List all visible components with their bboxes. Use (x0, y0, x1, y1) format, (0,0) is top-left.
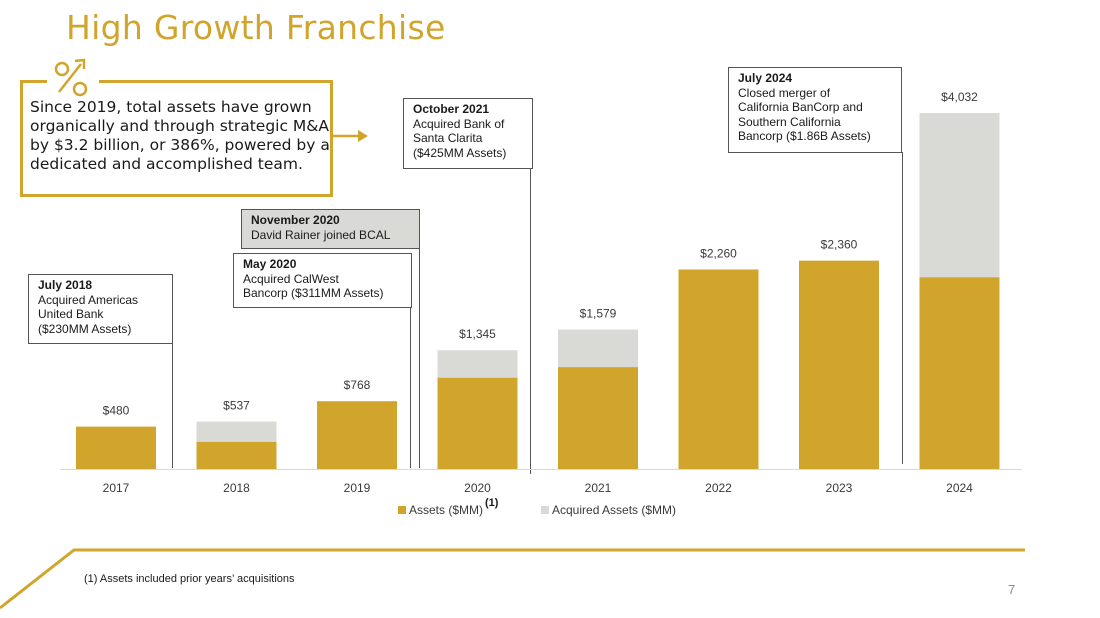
bar-assets-2019 (317, 401, 397, 469)
annotation-line: Bancorp ($311MM Assets) (243, 286, 384, 300)
arrow-right-icon (333, 126, 369, 151)
bar-assets-2018 (196, 441, 277, 469)
annotation-november-2020: November 2020 David Rainer joined BCAL (241, 209, 420, 249)
data-label-2022: $2,260 (700, 246, 737, 260)
legend-swatch (541, 506, 549, 514)
annotation-line: Santa Clarita (413, 131, 483, 145)
annotation-may-2020: May 2020 Acquired CalWest Bancorp ($311M… (233, 253, 412, 308)
x-tick-label-2023: 2023 (826, 481, 853, 495)
bar-assets-2023 (799, 260, 879, 469)
bar-acquired-2024 (919, 113, 1000, 278)
legend-item-assets: Assets ($MM) (398, 503, 483, 517)
connector-line (419, 249, 420, 468)
percent-growth-icon (47, 56, 99, 100)
legend-label: Acquired Assets ($MM) (552, 503, 677, 517)
callout-text: Since 2019, total assets have grown orga… (30, 98, 330, 173)
legend-item-acquired: Acquired Assets ($MM) (541, 503, 676, 517)
bar-assets-2020 (437, 377, 518, 469)
data-label-2020: $1,345 (459, 327, 496, 341)
data-label-2017: $480 (103, 404, 130, 418)
annotation-heading: October 2021 (413, 102, 490, 116)
annotation-line: Acquired Bank of (413, 116, 505, 131)
connector-line (410, 306, 411, 468)
annotation-july-2018: July 2018 Acquired Americas United Bank … (28, 274, 173, 344)
x-tick-label-2017: 2017 (103, 481, 130, 495)
annotation-heading: November 2020 (251, 213, 340, 227)
annotation-line: United Bank (38, 307, 104, 321)
x-tick-label-2024: 2024 (946, 481, 973, 495)
annotation-line: California BanCorp and (738, 100, 863, 114)
footer-rule (0, 548, 1025, 610)
data-label-2021: $1,579 (580, 307, 617, 321)
bar-assets-2017 (76, 426, 156, 469)
bar-acquired-2021 (558, 329, 638, 368)
annotation-line: ($230MM Assets) (38, 321, 132, 336)
legend-footnote-ref: (1) (485, 497, 499, 509)
x-tick-label-2021: 2021 (585, 481, 612, 495)
bar-assets-2021 (558, 367, 638, 469)
annotation-october-2021: October 2021 Acquired Bank of Santa Clar… (403, 98, 533, 169)
legend-swatch (398, 506, 406, 514)
page-number: 7 (1008, 582, 1016, 597)
x-tick-label-2020: 2020 (464, 481, 491, 495)
connector-line (172, 343, 173, 468)
data-label-2018: $537 (223, 399, 250, 413)
data-label-2024: $4,032 (941, 90, 978, 104)
bar-acquired-2018 (196, 421, 277, 442)
annotation-line: Closed merger of (738, 85, 831, 100)
annotation-line: Bancorp ($1.86B Assets) (738, 129, 871, 143)
annotation-july-2024: July 2024 Closed merger of California Ba… (728, 67, 902, 153)
page-title: High Growth Franchise (66, 8, 446, 47)
annotation-line: Southern California (738, 114, 841, 129)
data-label-2019: $768 (344, 378, 371, 392)
footnote: (1) Assets included prior years’ acquisi… (84, 573, 295, 585)
data-label-2023: $2,360 (821, 238, 858, 252)
annotation-heading: July 2024 (738, 71, 793, 85)
annotation-line: Acquired CalWest (243, 271, 339, 286)
legend-label: Assets ($MM) (409, 503, 484, 517)
annotation-line: ($425MM Assets) (413, 145, 507, 160)
annotation-heading: July 2018 (38, 278, 93, 292)
connector-line (530, 169, 531, 474)
connector-line (902, 152, 903, 464)
annotation-heading: May 2020 (243, 257, 297, 271)
annotation-line: David Rainer joined BCAL (251, 227, 391, 242)
x-tick-label-2022: 2022 (705, 481, 732, 495)
bar-acquired-2020 (437, 350, 518, 378)
x-tick-label-2018: 2018 (223, 481, 250, 495)
bar-assets-2024 (919, 277, 1000, 469)
callout-box (20, 80, 333, 197)
x-tick-label-2019: 2019 (344, 481, 371, 495)
bar-assets-2022 (678, 269, 759, 469)
annotation-line: Acquired Americas (38, 292, 139, 307)
